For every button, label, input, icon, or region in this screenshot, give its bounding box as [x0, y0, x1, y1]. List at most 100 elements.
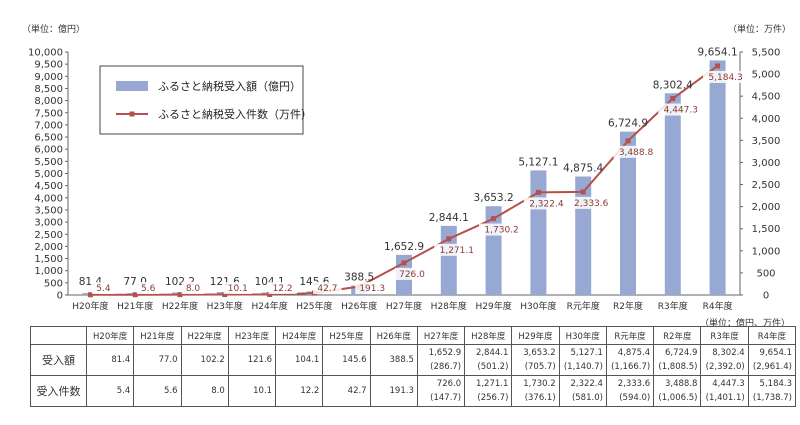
cell-sub-value: (2,961.4): [752, 362, 792, 372]
left-tick-label: 9,500: [34, 60, 63, 71]
cell-value: 3,653.2: [523, 348, 556, 358]
table-cell: 8.0: [180, 375, 229, 407]
cell-value: 104.1: [294, 355, 320, 365]
table-header-cell: H22年度: [180, 326, 229, 345]
line-value-label: 1,730.2: [484, 226, 518, 236]
table-cell: 12.2: [275, 375, 324, 407]
table-header-cell: H25年度: [322, 326, 371, 345]
line-point: [670, 96, 676, 102]
bar-value-label: 9,654.1: [698, 46, 738, 58]
left-tick-label: 5,500: [34, 157, 63, 168]
cell-value: 12.2: [300, 386, 320, 396]
cell-value: 5,184.3: [759, 379, 792, 389]
cell-value: 9,654.1: [759, 348, 792, 358]
table-cell: 3,488.8 (1,006.5): [653, 375, 702, 407]
line-label-box: [568, 196, 614, 209]
line-value-label: 2,322.4: [529, 199, 564, 209]
table-cell: 5,127.1 (1,140.7): [558, 344, 607, 376]
table-header-cell: H29年度: [511, 326, 560, 345]
cell-value: 81.4: [111, 355, 131, 365]
cell-value: 8,302.4: [712, 348, 745, 358]
table-header-cell: H28年度: [464, 326, 513, 345]
line-point: [491, 216, 497, 222]
table-unit: （単位：億円、万件）: [700, 319, 791, 329]
legend-line-marker: [129, 111, 135, 117]
table-cell: 4,875.4 (1,166.7): [605, 344, 655, 376]
cell-sub-value: (376.1): [524, 393, 556, 403]
x-tick-label: H25年度: [296, 300, 332, 312]
bar-value-label: 1,652.9: [384, 241, 424, 253]
line-point: [132, 292, 138, 298]
cell-sub-value: (1,401.1): [705, 393, 745, 403]
table-header-cell: H27年度: [416, 326, 466, 345]
line-point: [87, 292, 93, 298]
cell-value: 121.6: [247, 355, 273, 365]
left-tick-label: 0: [57, 291, 63, 302]
table-cell: 104.1: [275, 344, 324, 376]
table-cell: 1,271.1 (256.7): [464, 375, 513, 407]
line-label-box: [223, 282, 252, 294]
line-value-label: 10.1: [228, 284, 248, 294]
cell-value: 42.7: [347, 386, 367, 396]
cell-value: 5.6: [164, 386, 178, 396]
cell-value: 2,333.6: [617, 379, 651, 389]
line-value-label: 5.4: [96, 284, 111, 294]
table-cell: 4,447.3 (1,401.1): [700, 375, 749, 407]
cell-sub-value: (581.0): [571, 393, 603, 403]
right-tick-label: 1,500: [752, 224, 781, 235]
legend-bar-label: ふるさと納税受入額（億円）: [158, 79, 301, 93]
left-tick-label: 7,000: [34, 120, 63, 131]
line-label-box: [268, 282, 297, 294]
x-tick-label: H23年度: [207, 300, 243, 312]
line-label-box: [355, 282, 390, 294]
table-cell: 3,653.2 (705.7): [511, 344, 560, 376]
line-label-box: [181, 282, 205, 294]
line-label-box: [136, 282, 160, 294]
table-cell: 102.2: [180, 344, 229, 376]
cell-sub-value: (147.7): [430, 393, 462, 403]
x-tick-label: H27年度: [386, 300, 422, 312]
line-label-box: [703, 70, 749, 83]
right-tick-label: 5,500: [752, 48, 781, 59]
cell-value: 102.2: [200, 355, 225, 365]
table-header-row: H20年度 H21年度 H22年度 H23年度 H24年度 H25年度 H26年度 H27年度…: [30, 326, 797, 345]
x-tick-label: H29年度: [475, 300, 511, 312]
cell-value: 388.5: [389, 355, 414, 365]
cell-sub-value: (594.0): [619, 393, 651, 403]
data-table: H20年度 H21年度 H22年度 H23年度 H24年度 H25年度 H26年度 H27年度…: [30, 326, 797, 407]
x-tick-label: H22年度: [162, 300, 198, 312]
left-tick-label: 8,500: [34, 84, 63, 95]
bar-value-label: 4,875.4: [563, 163, 603, 175]
bar-value-label: 8,302.4: [653, 79, 693, 91]
cell-value: 1,730.2: [523, 379, 556, 389]
line-label-box: [92, 282, 115, 294]
line-value-label: 8.0: [186, 284, 201, 294]
left-tick-label: 6,500: [34, 133, 63, 144]
line-point: [401, 260, 407, 266]
line-point: [177, 292, 183, 298]
cell-value: 4,875.4: [617, 348, 651, 358]
line-label-box: [434, 243, 480, 256]
left-tick-label: 3,500: [34, 205, 63, 216]
left-tick-label: 7,500: [34, 108, 63, 119]
right-tick-label: 500: [756, 268, 775, 279]
table-cell: 2,844.1 (501.2): [464, 344, 513, 376]
line-value-label: 5.6: [141, 284, 156, 294]
table-cell: 5.4: [85, 375, 135, 407]
cell-value: 10.1: [253, 386, 273, 396]
bar-value-label: 388.5: [344, 272, 374, 284]
row-label-count: 受入件数: [30, 375, 87, 407]
table-header-cell: H24年度: [275, 326, 324, 345]
bar: [440, 225, 457, 295]
right-tick-label: 4,500: [752, 92, 781, 103]
left-tick-label: 1,500: [34, 254, 63, 265]
left-tick-label: 2,500: [34, 230, 63, 241]
table-cell: 726.0 (147.7): [416, 375, 466, 407]
cell-value: 726.0: [436, 379, 462, 389]
table-header-cell: H23年度: [227, 326, 277, 345]
right-tick-label: 3,500: [752, 136, 781, 147]
line-label-box: [658, 103, 704, 116]
line-value-label: 12.2: [273, 284, 293, 294]
legend-box: [99, 65, 304, 135]
x-tick-label: H21年度: [117, 300, 153, 312]
